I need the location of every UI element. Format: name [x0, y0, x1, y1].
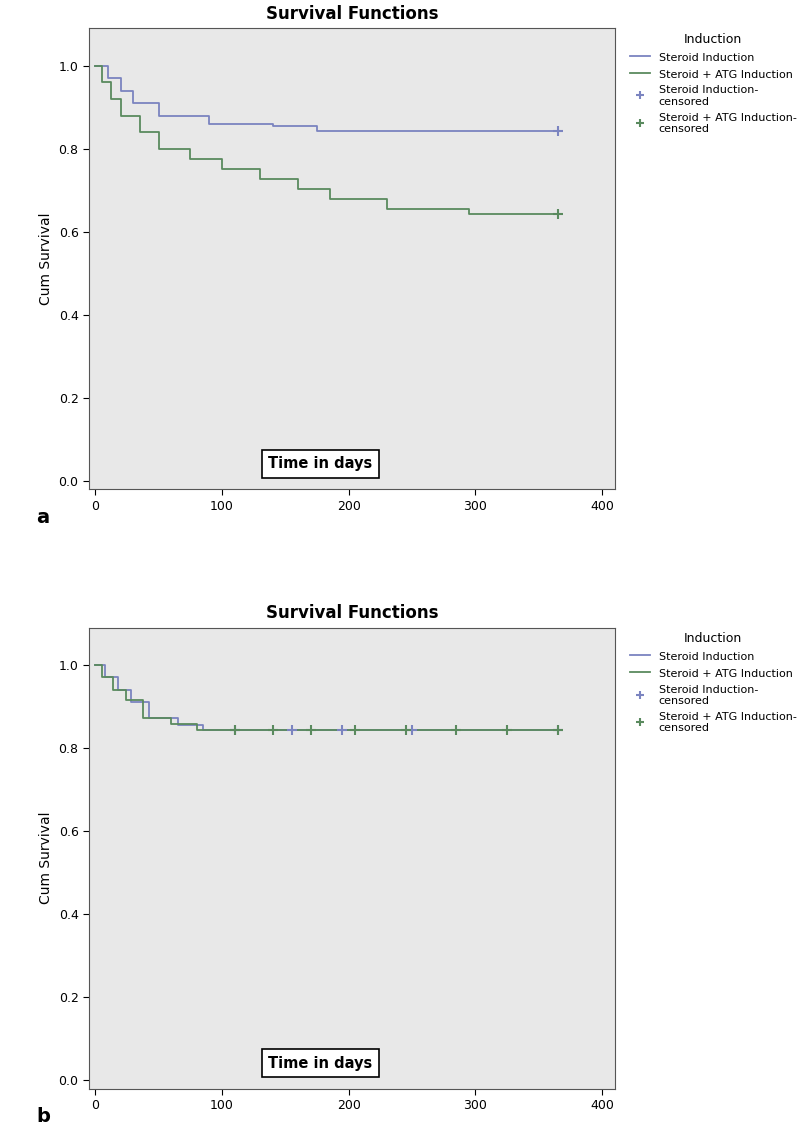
- Text: Time in days: Time in days: [269, 457, 372, 472]
- Text: a: a: [36, 508, 49, 527]
- Title: Survival Functions: Survival Functions: [265, 5, 438, 23]
- Title: Survival Functions: Survival Functions: [265, 604, 438, 621]
- Y-axis label: Cum Survival: Cum Survival: [39, 212, 53, 305]
- Legend: Steroid Induction, Steroid + ATG Induction, Steroid Induction-
censored, Steroid: Steroid Induction, Steroid + ATG Inducti…: [625, 28, 801, 138]
- Text: b: b: [36, 1107, 50, 1126]
- Y-axis label: Cum Survival: Cum Survival: [39, 812, 53, 905]
- Text: Time in days: Time in days: [269, 1056, 372, 1070]
- Legend: Steroid Induction, Steroid + ATG Induction, Steroid Induction-
censored, Steroid: Steroid Induction, Steroid + ATG Inducti…: [625, 627, 801, 738]
